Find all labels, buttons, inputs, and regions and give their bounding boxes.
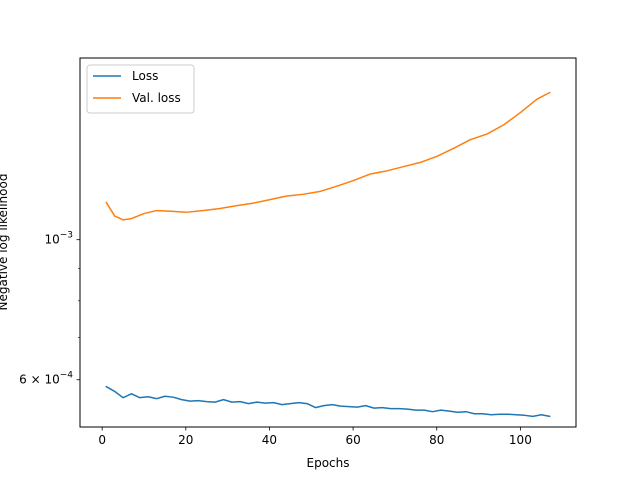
legend-label-loss: Loss — [132, 69, 158, 83]
legend-label-val-loss: Val. loss — [132, 91, 181, 105]
x-axis-ticks: 0 20 40 60 80 100 — [98, 427, 532, 447]
plot-frame — [79, 57, 577, 428]
series-line-loss — [105, 385, 551, 418]
plot-area — [80, 58, 576, 427]
x-tick-label: 100 — [509, 433, 532, 447]
y-axis-label: Negative log likelihood — [0, 174, 10, 311]
legend: Loss Val. loss — [86, 64, 195, 114]
legend-box — [86, 64, 195, 114]
series-layer — [105, 91, 551, 418]
x-tick-label: 80 — [429, 433, 444, 447]
y-tick-label: 10−3 — [44, 231, 73, 247]
x-tick-label: 20 — [178, 433, 193, 447]
x-tick-label: 40 — [262, 433, 277, 447]
x-tick-label: 0 — [98, 433, 106, 447]
y-axis-ticks: 6 × 10−4 10−3 — [19, 231, 80, 387]
x-tick-label: 60 — [345, 433, 360, 447]
x-axis-label: Epochs — [307, 456, 350, 470]
series-line-val-loss — [105, 91, 551, 221]
y-tick-label: 6 × 10−4 — [19, 371, 73, 387]
